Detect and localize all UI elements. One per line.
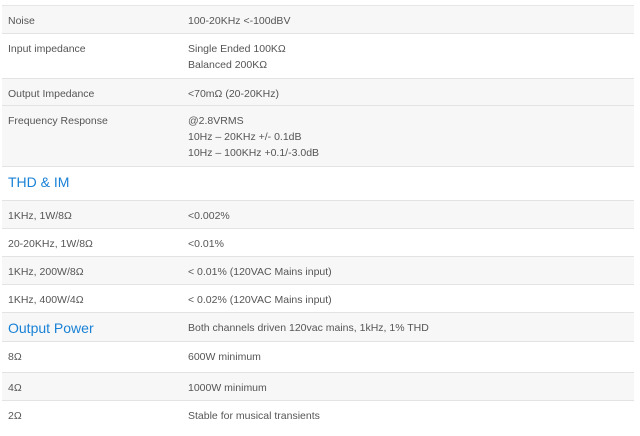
spec-label: 1KHz, 400W/4Ω [2,284,182,313]
spec-value: <70mΩ (20-20KHz) [182,78,634,106]
section-title: Output Power [2,312,182,342]
spec-value: < 0.01% (120VAC Mains input) [182,256,634,285]
spec-label: Output Impedance [2,78,182,106]
spec-row-output-impedance: Output Impedance <70mΩ (20-20KHz) [2,78,634,106]
section-note: Both channels driven 120vac mains, 1kHz,… [182,312,634,342]
spec-label: 8Ω [2,341,182,373]
value-line: 10Hz – 20KHz +/- 0.1dB [188,131,302,143]
spec-value: Stable for musical transients [188,410,320,422]
spec-value: 100-20KHz <-100dBV [182,5,634,34]
spec-row: 4Ω 1000W minimum [2,372,634,401]
spec-row: 1KHz, 200W/8Ω < 0.01% (120VAC Mains inpu… [2,256,634,285]
value-line: <70mΩ (20-20KHz) [188,88,280,100]
spec-row: 2Ω Stable for musical transients [2,401,634,427]
spec-label: 4Ω [2,372,182,401]
spec-label: Frequency Response [2,105,182,167]
spec-row-frequency-response: Frequency Response @2.8VRMS 10Hz – 20KHz … [2,105,634,167]
value-line: 10Hz – 100KHz +0.1/-3.0dB [188,147,320,159]
section-header-thd: THD & IM [2,166,634,201]
spec-value: <0.002% [182,200,634,229]
spec-value: 600W minimum [182,341,634,373]
spec-label: 2Ω [8,410,22,422]
spec-value: < 0.02% (120VAC Mains input) [182,284,634,313]
spec-row: 20-20KHz, 1W/8Ω <0.01% [2,228,634,257]
section-title: THD & IM [2,166,182,201]
spec-label: 20-20KHz, 1W/8Ω [2,228,182,257]
spec-label: 1KHz, 200W/8Ω [2,256,182,285]
value-line: Balanced 200KΩ [188,59,268,71]
spec-row-input-impedance: Input impedance Single Ended 100KΩ Balanc… [2,33,634,79]
spec-value: Single Ended 100KΩ Balanced 200KΩ [182,33,634,79]
spec-label: Input impedance [2,33,182,79]
spec-row: 8Ω 600W minimum [2,341,634,373]
spec-value: <0.01% [182,228,634,257]
section-header-output-power: Output Power Both channels driven 120vac… [2,312,634,342]
spec-row: 1KHz, 400W/4Ω < 0.02% (120VAC Mains inpu… [2,284,634,313]
specs-table: Noise 100-20KHz <-100dBV Input impedance… [2,5,634,427]
empty-cell [182,166,634,201]
spec-label: 1KHz, 1W/8Ω [2,200,182,229]
value-line: Single Ended 100KΩ [188,43,286,55]
value-line: @2.8VRMS [188,115,244,127]
spec-row-noise: Noise 100-20KHz <-100dBV [2,5,634,34]
value-line: 100-20KHz <-100dBV [188,15,291,27]
spec-label: Noise [2,5,182,34]
spec-value: 1000W minimum [182,372,634,401]
spec-value: @2.8VRMS 10Hz – 20KHz +/- 0.1dB 10Hz – 100… [182,105,634,167]
spec-row: 1KHz, 1W/8Ω <0.002% [2,200,634,229]
